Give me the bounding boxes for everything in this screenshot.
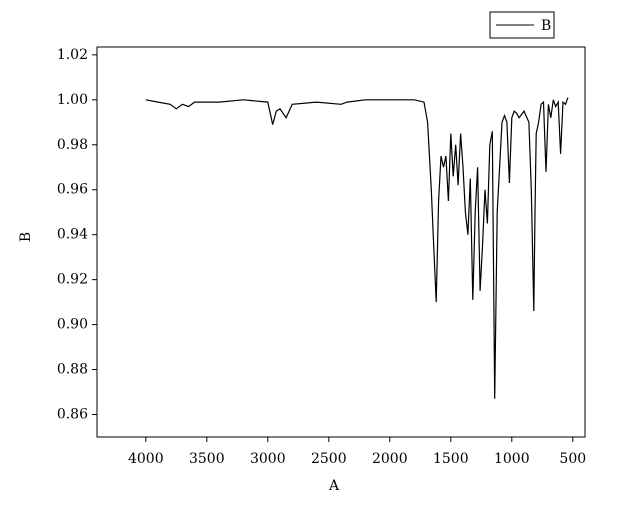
y-tick-label: 0.90 <box>57 317 88 333</box>
y-tick-label: 0.96 <box>57 182 88 198</box>
x-axis-label: A <box>328 478 340 494</box>
x-tick-label: 4000 <box>128 451 164 467</box>
plot-frame <box>96 46 586 438</box>
x-tick-label: 2500 <box>311 451 347 467</box>
y-tick-label: 1.02 <box>57 47 88 63</box>
x-tick-label: 1500 <box>433 451 469 467</box>
x-tick-label: 1000 <box>494 451 530 467</box>
legend-label: B <box>541 18 551 34</box>
y-tick-label: 1.00 <box>57 92 88 108</box>
y-axis-label: B <box>18 232 34 242</box>
x-tick-label: 3500 <box>189 451 225 467</box>
y-tick-label: 0.98 <box>57 137 88 153</box>
x-tick-label: 500 <box>559 451 586 467</box>
y-tick-label: 0.92 <box>57 272 88 288</box>
y-tick-label: 0.88 <box>57 362 88 378</box>
y-tick-label: 0.86 <box>57 407 88 423</box>
spectrum-line <box>145 97 569 399</box>
x-tick-label: 3000 <box>250 451 286 467</box>
y-tick-label: 0.94 <box>57 227 88 243</box>
x-tick-label: 2000 <box>372 451 408 467</box>
